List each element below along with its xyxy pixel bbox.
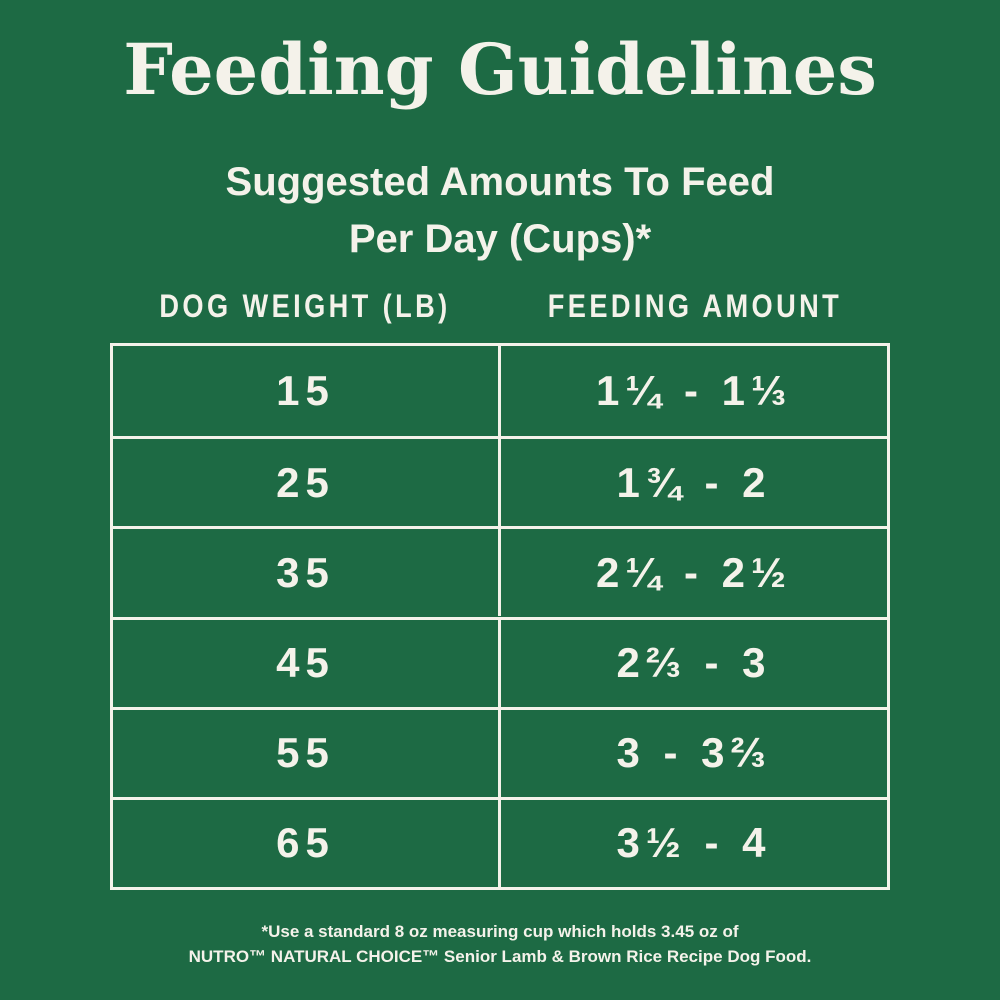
dog-weight: 55 (113, 709, 501, 797)
feeding-amount: 3 - 3⅔ (616, 729, 772, 777)
table-row: 55 3 - 3⅔ (113, 706, 887, 797)
feeding-amount: 1¼ - 1⅓ (595, 367, 793, 415)
table-row: 25 1¾ - 2 (113, 436, 887, 527)
dog-weight: 15 (113, 346, 501, 437)
feeding-amount: 1¾ - 2 (616, 458, 772, 506)
feeding-amount: 2¼ - 2½ (595, 548, 793, 596)
table-row: 15 1¼ - 1⅓ (113, 346, 887, 437)
table-row: 45 2⅔ - 3 (113, 616, 887, 707)
column-header: DOG WEIGHT (LB) (159, 288, 451, 324)
column-header: FEEDING AMOUNT (547, 288, 843, 324)
dog-weight: 65 (113, 799, 501, 887)
table-row: 35 2¼ - 2½ (113, 526, 887, 617)
table: 15 1¼ - 1⅓ 25 1¾ - 2 35 2¼ - 2½ 45 2⅔ - 3 55 3 - … (110, 343, 890, 890)
subtitle: Per Day (Cups)* (348, 217, 652, 261)
feeding-amount: 3½ - 4 (616, 819, 772, 867)
table-row: 65 3½ - 4 (113, 796, 887, 887)
footnote: *Use a standard 8 oz measuring cup which… (261, 922, 739, 941)
title: Feeding Guidelines (123, 28, 877, 111)
feeding-amount: 2⅔ - 3 (616, 639, 772, 687)
dog-weight: 25 (113, 439, 501, 527)
dog-weight: 45 (113, 619, 501, 707)
subtitle: Suggested Amounts To Feed (225, 160, 775, 204)
dog-weight: 35 (113, 529, 501, 617)
footnote: NUTRO™ NATURAL CHOICE™ Senior Lamb & Bro… (188, 947, 812, 966)
